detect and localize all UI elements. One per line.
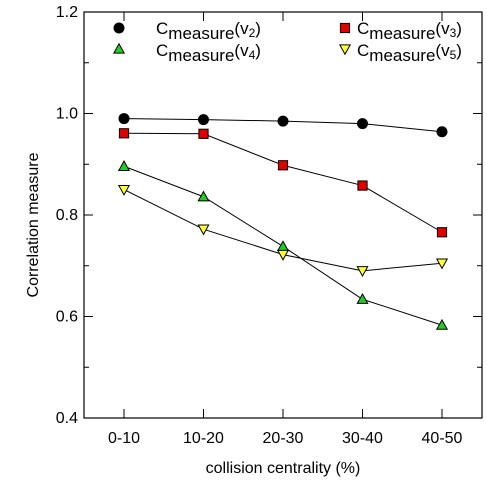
legend-marker-v4 — [112, 42, 126, 54]
y-tick-label: 0.8 — [56, 207, 78, 224]
y-axis-title: Correlation measure — [25, 152, 42, 297]
data-point-v5 — [356, 266, 369, 278]
y-tick-label: 1.0 — [56, 106, 78, 123]
series-line-v3 — [123, 132, 443, 233]
data-point-v3 — [277, 160, 289, 171]
legend-marker-v3 — [339, 22, 351, 34]
legend-marker-v5 — [338, 44, 352, 56]
data-point-v4 — [435, 318, 449, 330]
data-point-v5 — [197, 224, 210, 236]
y-tick-label: 0.4 — [56, 410, 78, 427]
x-tick-label: 10-20 — [183, 430, 224, 447]
data-point-v2 — [118, 113, 130, 125]
y-tick-label: 1.2 — [56, 4, 78, 21]
series-lines — [123, 118, 443, 326]
legend-label-v3: Cmeasure(v3) — [357, 19, 462, 43]
legend-label-v4: Cmeasure(v4) — [156, 41, 261, 65]
axis-ticks: 0.4 0.6 0.8 1.0 1.2 0-10 10-20 20-30 30-40 40-50 — [56, 4, 482, 447]
data-point-v4 — [117, 160, 131, 171]
data-point-v2 — [277, 115, 289, 127]
data-point-v5 — [276, 249, 290, 261]
data-point-v5 — [435, 258, 449, 270]
plot-frame — [83, 11, 483, 419]
data-point-v4 — [276, 240, 290, 252]
legend-label-v2: Cmeasure(v2) — [156, 19, 261, 43]
y-tick-label: 0.6 — [56, 309, 78, 326]
x-tick-label: 20-30 — [263, 430, 304, 447]
data-point-v3 — [118, 128, 130, 139]
x-tick-label: 30-40 — [342, 430, 383, 447]
series-markers — [117, 113, 449, 330]
data-point-v2 — [357, 118, 368, 130]
data-point-v2 — [436, 126, 448, 138]
data-point-v5 — [117, 184, 131, 196]
x-axis-title: collision centrality (%) — [206, 460, 361, 477]
data-point-v3 — [436, 227, 448, 238]
data-point-v2 — [198, 114, 209, 126]
data-point-v4 — [197, 190, 210, 202]
plot-area-border — [83, 11, 483, 419]
legend-label-v5: Cmeasure(v5) — [357, 41, 462, 65]
legend-marker-v2 — [113, 22, 125, 34]
legend: Cmeasure(v2) Cmeasure(v3) Cmeasure(v4) Cmea… — [112, 19, 462, 65]
data-point-v3 — [357, 180, 368, 191]
x-tick-label: 0-10 — [108, 430, 140, 447]
data-point-v3 — [198, 128, 209, 139]
data-point-v4 — [356, 293, 369, 304]
x-tick-label: 40-50 — [422, 430, 463, 447]
